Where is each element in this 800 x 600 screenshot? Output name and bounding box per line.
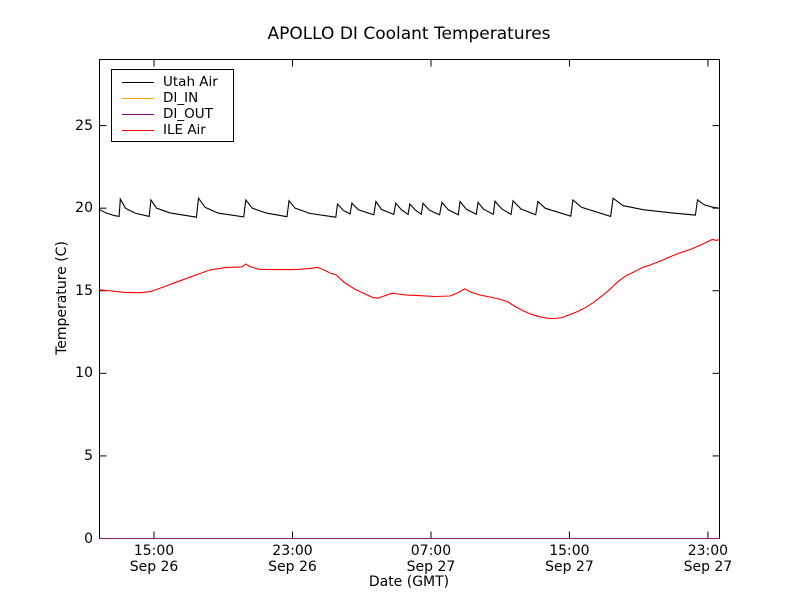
- y-tick-label: 15: [75, 282, 93, 299]
- legend-item-ile-air: ILE Air: [112, 122, 233, 138]
- legend-label-di-out: DI_OUT: [163, 106, 213, 122]
- legend-line-utah-air: [122, 81, 154, 83]
- legend-label-di-in: DI_IN: [163, 90, 199, 106]
- legend-label-ile-air: ILE Air: [163, 122, 206, 138]
- legend-label-utah-air: Utah Air: [163, 74, 218, 90]
- y-tick-label: 20: [75, 200, 93, 217]
- y-tick-label: 0: [84, 530, 93, 547]
- x-tick-label: 07:00 Sep 27: [406, 543, 456, 575]
- legend: Utah Air DI_IN DI_OUT ILE Air: [111, 69, 234, 142]
- x-tick-label: 23:00 Sep 26: [268, 543, 317, 575]
- legend-line-ile-air: [122, 129, 154, 131]
- legend-line-di-in: [122, 97, 154, 99]
- legend-item-utah-air: Utah Air: [112, 74, 233, 90]
- legend-item-di-out: DI_OUT: [112, 106, 233, 122]
- x-tick-label: 15:00 Sep 26: [129, 543, 179, 575]
- y-tick-label: 10: [75, 365, 93, 382]
- chart-title: APOLLO DI Coolant Temperatures: [267, 24, 551, 44]
- x-tick-label: 23:00 Sep 27: [683, 543, 733, 575]
- x-axis-label: Date (GMT): [368, 574, 450, 590]
- series-lines: [99, 196, 720, 540]
- series-ile-air-line: [99, 238, 720, 320]
- series-utah-air-line: [99, 196, 720, 218]
- y-tick-label: 25: [75, 117, 93, 134]
- x-tick-label: 15:00 Sep 27: [545, 543, 594, 575]
- legend-line-di-out: [122, 113, 154, 115]
- legend-item-di-in: DI_IN: [112, 90, 233, 106]
- y-tick-label: 5: [84, 447, 93, 464]
